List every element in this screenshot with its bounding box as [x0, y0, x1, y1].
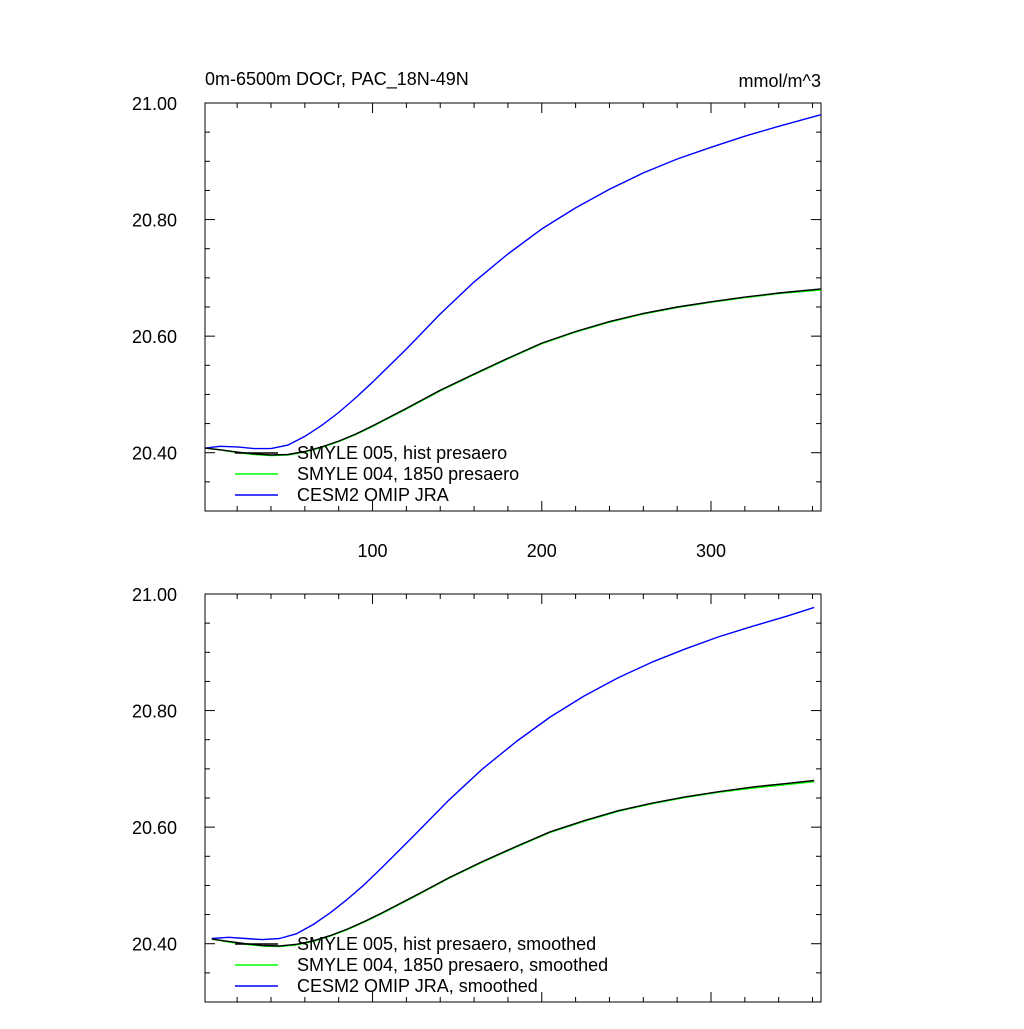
legend-label-3: CESM2 OMIP JRA, smoothed [297, 976, 538, 996]
chart-panel-2: 20.40 20.60 20.80 21.00 SMYLE 005, hist pres… [132, 585, 822, 1003]
y-tick-label: 20.40 [132, 444, 177, 464]
legend-label-1: SMYLE 005, hist presaero [297, 443, 507, 463]
legend-label-2: SMYLE 004, 1850 presaero [297, 464, 519, 484]
legend-label-3: CESM2 OMIP JRA [297, 485, 449, 505]
y-tick-label: 20.40 [132, 935, 177, 955]
series-line-3 [204, 114, 822, 450]
series-line-2 [211, 781, 815, 948]
legend-label-2: SMYLE 004, 1850 presaero, smoothed [297, 955, 608, 975]
y-tick-label: 21.00 [132, 585, 177, 605]
series-line-2 [204, 289, 822, 457]
series-line-1 [211, 779, 815, 947]
y-tick-label: 21.00 [132, 94, 177, 114]
x-tick-label: 300 [696, 541, 726, 561]
y-tick-label: 20.80 [132, 702, 177, 722]
series-line-3 [211, 606, 815, 941]
chart-panel-1: 20.40 20.60 20.80 21.00 100 200 300 0m-6500m DO… [132, 69, 822, 561]
chart-title: 0m-6500m DOCr, PAC_18N-49N [205, 69, 469, 90]
x-tick-label: 200 [527, 541, 557, 561]
legend-label-1: SMYLE 005, hist presaero, smoothed [297, 934, 596, 954]
y-tick-label: 20.60 [132, 327, 177, 347]
y-tick-label: 20.60 [132, 818, 177, 838]
x-tick-label: 100 [358, 541, 388, 561]
units-label: mmol/m^3 [739, 71, 821, 91]
y-tick-label: 20.80 [132, 211, 177, 231]
legend: SMYLE 005, hist presaero, smoothedSMYLE … [235, 934, 608, 996]
series-line-1 [204, 288, 822, 456]
